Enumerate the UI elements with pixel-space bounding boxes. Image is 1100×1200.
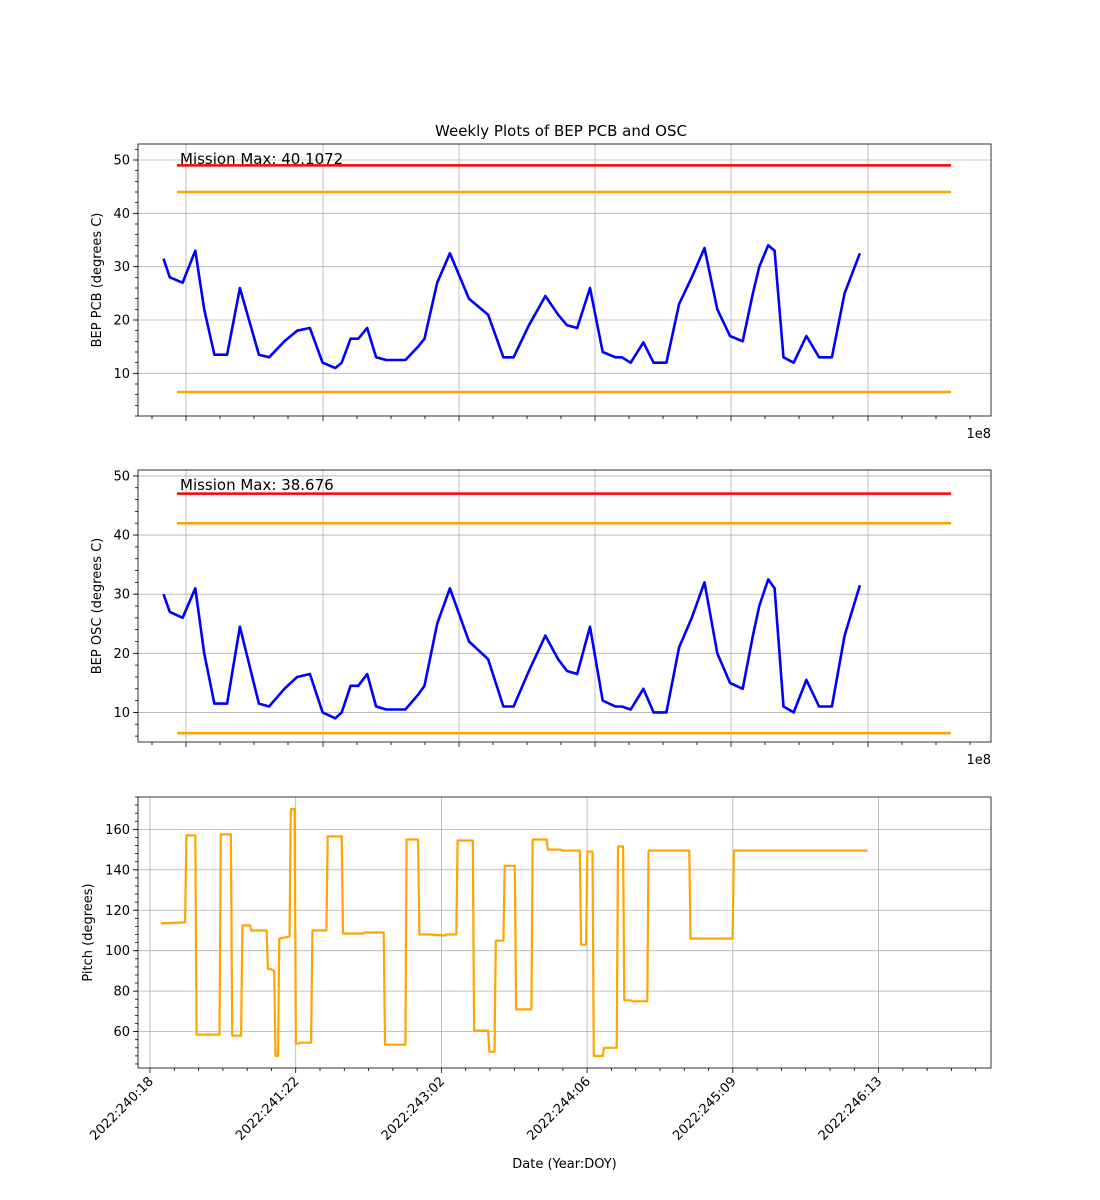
panel-osc: 10 20 30 40 50 Mission Max: 38.676 1e8 BEP OSC … bbox=[90, 469, 992, 768]
panel-pcb: 10 20 30 40 50 Mission Max: 40.1072 1e8 BEP PCB… bbox=[90, 143, 992, 442]
figure-title: Weekly Plots of BEP PCB and OSC bbox=[435, 122, 687, 140]
y-tick-label: 100 bbox=[105, 944, 130, 959]
x-tick-label: 2022:243:02 bbox=[379, 1074, 448, 1143]
panel-pitch: 2022:240:18 2022:241:22 2022:243:02 2022:24… bbox=[81, 796, 992, 1172]
y-tick-label: 40 bbox=[113, 207, 130, 222]
y-tick-label: 50 bbox=[113, 469, 130, 484]
x-offset-text: 1e8 bbox=[966, 427, 991, 442]
plot-frame bbox=[137, 143, 992, 417]
y-tick-label: 30 bbox=[113, 588, 130, 603]
x-offset-text: 1e8 bbox=[966, 753, 991, 768]
y-tick-label: 40 bbox=[113, 529, 130, 544]
plot-frame bbox=[137, 796, 992, 1069]
plot-frame bbox=[137, 469, 992, 743]
series-line bbox=[160, 808, 868, 1057]
y-tick-label: 60 bbox=[113, 1025, 130, 1040]
series-line bbox=[162, 578, 862, 720]
y-tick-label: 20 bbox=[113, 647, 130, 662]
x-tick-label: 2022:244:06 bbox=[524, 1074, 593, 1143]
y-axis-label: BEP OSC (degrees C) bbox=[90, 538, 105, 674]
y-tick-label: 30 bbox=[113, 260, 130, 275]
y-tick-label: 120 bbox=[105, 904, 130, 919]
y-tick-label: 140 bbox=[105, 863, 130, 878]
x-tick-label: 2022:246:13 bbox=[816, 1074, 885, 1143]
y-tick-label: 10 bbox=[113, 706, 130, 721]
y-tick-label: 50 bbox=[113, 154, 130, 169]
mission-max-annotation: Mission Max: 38.676 bbox=[180, 476, 334, 494]
mission-max-annotation: Mission Max: 40.1072 bbox=[180, 150, 343, 168]
x-tick-label: 2022:245:09 bbox=[670, 1074, 739, 1143]
series-line bbox=[162, 244, 862, 370]
y-axis-label: BEP PCB (degrees C) bbox=[90, 213, 105, 348]
y-tick-label: 160 bbox=[105, 823, 130, 838]
x-tick-label: 2022:241:22 bbox=[233, 1074, 302, 1143]
x-axis-label: Date (Year:DOY) bbox=[512, 1157, 617, 1172]
y-axis-label: Pitch (degrees) bbox=[81, 883, 96, 981]
y-tick-label: 80 bbox=[113, 985, 130, 1000]
y-tick-label: 20 bbox=[113, 314, 130, 329]
x-tick-label: 2022:240:18 bbox=[87, 1074, 156, 1143]
y-tick-label: 10 bbox=[113, 367, 130, 382]
